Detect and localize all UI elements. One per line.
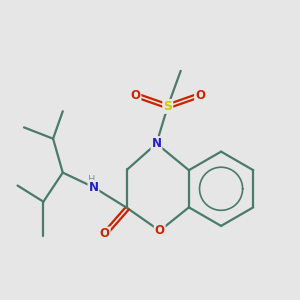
Text: H: H xyxy=(88,175,95,185)
Text: N: N xyxy=(152,137,161,150)
Text: O: O xyxy=(130,88,140,102)
Text: N: N xyxy=(88,181,98,194)
Text: O: O xyxy=(100,227,110,241)
Text: S: S xyxy=(163,100,172,113)
Text: O: O xyxy=(195,88,205,102)
Text: O: O xyxy=(155,224,165,237)
